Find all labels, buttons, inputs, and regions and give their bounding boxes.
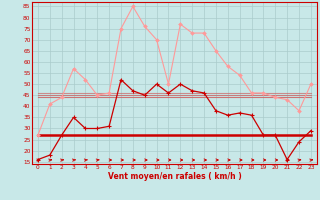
X-axis label: Vent moyen/en rafales ( km/h ): Vent moyen/en rafales ( km/h ) xyxy=(108,172,241,181)
